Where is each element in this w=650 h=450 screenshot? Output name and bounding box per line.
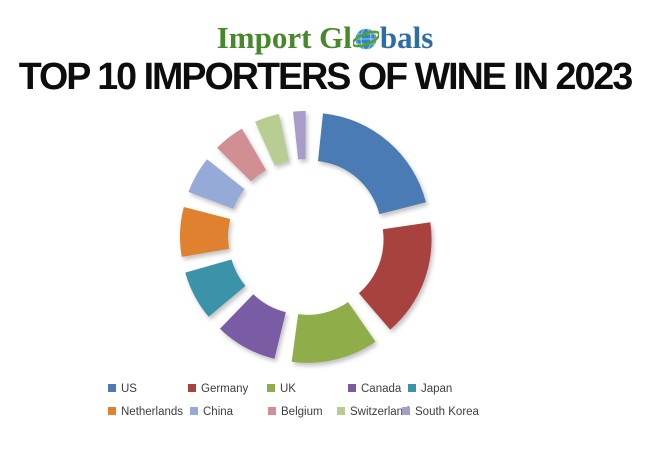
legend-label-canada: Canada xyxy=(361,383,402,395)
donut-slice-south-korea xyxy=(293,111,306,160)
legend-item-switzerland: Switzerland xyxy=(337,404,409,420)
legend-label-china: China xyxy=(203,406,234,418)
logo-text-left: Import Gl xyxy=(216,20,352,55)
legend-label-japan: Japan xyxy=(421,383,453,395)
legend-item-china: China xyxy=(190,404,233,420)
donut-slice-belgium xyxy=(217,128,267,182)
donut-slice-netherlands xyxy=(180,206,231,257)
donut-chart xyxy=(156,92,456,382)
legend-swatch-switzerland xyxy=(337,407,345,415)
legend-swatch-japan xyxy=(408,384,416,392)
donut-chart-svg xyxy=(180,111,432,363)
donut-slice-switzerland xyxy=(255,113,289,166)
import-globals-logo: Import Gl bals xyxy=(0,20,650,56)
legend-item-south-korea: South Korea xyxy=(402,404,479,420)
legend-swatch-us xyxy=(108,384,116,392)
legend-label-belgium: Belgium xyxy=(281,406,323,418)
legend-label-netherlands: Netherlands xyxy=(121,406,184,418)
legend-row-2: Netherlands China Belgium Switzerland So… xyxy=(100,404,560,420)
legend-label-us: US xyxy=(121,383,137,395)
legend-label-uk: UK xyxy=(280,383,296,395)
donut-slice-germany xyxy=(358,222,432,330)
legend-swatch-china xyxy=(190,407,198,415)
legend-swatch-canada xyxy=(348,384,356,392)
legend-label-germany: Germany xyxy=(201,383,249,395)
legend-item-uk: UK xyxy=(267,381,296,397)
legend-item-japan: Japan xyxy=(408,381,452,397)
legend-swatch-netherlands xyxy=(108,407,116,415)
donut-slice-uk xyxy=(291,302,376,363)
donut-slice-china xyxy=(188,159,245,209)
legend-item-netherlands: Netherlands xyxy=(108,404,183,420)
legend-swatch-germany xyxy=(188,384,196,392)
legend-item-canada: Canada xyxy=(348,381,401,397)
legend-item-belgium: Belgium xyxy=(268,404,323,420)
legend-swatch-belgium xyxy=(268,407,276,415)
donut-slice-canada xyxy=(219,294,286,359)
legend-item-germany: Germany xyxy=(188,381,248,397)
legend-label-switzerland: Switzerland xyxy=(350,406,410,418)
legend-item-us: US xyxy=(108,381,137,397)
donut-slice-japan xyxy=(185,259,246,317)
logo-text-right: bals xyxy=(379,20,434,55)
page-title: TOP 10 IMPORTERS OF WINE IN 2023 xyxy=(18,56,634,98)
legend-row-1: US Germany UK Canada Japan xyxy=(100,381,560,397)
legend-swatch-south-korea xyxy=(402,407,410,415)
legend-label-south-korea: South Korea xyxy=(415,406,479,418)
donut-slice-us xyxy=(317,113,426,215)
globe-icon xyxy=(351,24,381,60)
legend-swatch-uk xyxy=(267,384,275,392)
